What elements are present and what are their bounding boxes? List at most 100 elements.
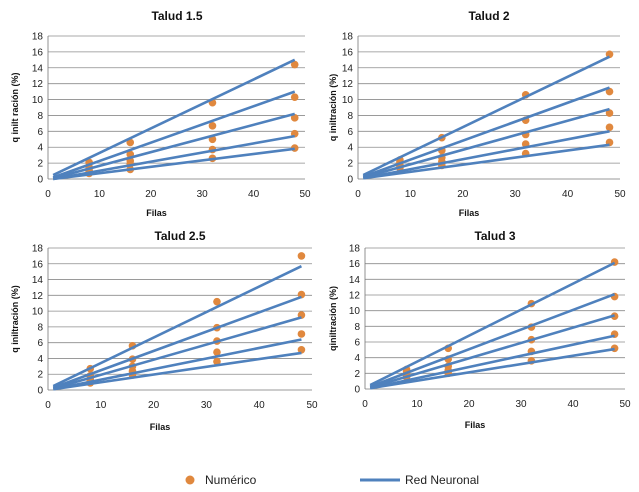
- x-axis-label: Filas: [150, 422, 171, 432]
- network-line: [53, 338, 302, 391]
- data-point: [208, 121, 217, 130]
- x-tick-label: 10: [95, 400, 107, 411]
- y-tick-label: 2: [347, 159, 353, 170]
- y-tick-label: 2: [37, 370, 43, 381]
- y-tick-label: 12: [342, 79, 354, 90]
- legend-lines-label: Red Neuronal: [405, 473, 479, 487]
- network-line: [369, 314, 615, 389]
- y-tick-label: 4: [37, 143, 43, 154]
- y-tick-label: 2: [37, 159, 43, 170]
- x-tick-label: 20: [148, 400, 160, 411]
- x-tick-label: 10: [94, 189, 106, 200]
- y-tick-label: 14: [32, 63, 44, 74]
- network-line: [52, 112, 296, 180]
- y-tick-label: 10: [342, 95, 354, 106]
- y-tick-label: 18: [342, 32, 354, 43]
- chart-panel-2: 0 2 4 6 8 10 12 14 16 18 0 10 20 30 40 50 Talud 2 Filas q …: [328, 9, 626, 218]
- x-tick-label: 50: [306, 400, 318, 411]
- legend-points-marker: [185, 475, 195, 485]
- data-point: [213, 357, 221, 366]
- x-tick-label: 30: [197, 189, 209, 200]
- chart-title: Talud 3: [474, 229, 515, 243]
- data-point: [213, 348, 221, 356]
- x-tick-label: 50: [299, 189, 311, 200]
- x-tick-label: 30: [201, 400, 213, 411]
- y-tick-label: 4: [347, 143, 353, 154]
- x-tick-label: 0: [355, 189, 361, 200]
- y-tick-label: 18: [32, 32, 44, 43]
- x-tick-label: 30: [510, 189, 522, 200]
- x-axis-label: Filas: [146, 208, 167, 218]
- x-tick-label: 50: [619, 399, 631, 410]
- x-tick-label: 40: [562, 189, 574, 200]
- y-tick-label: 16: [342, 47, 354, 58]
- y-axis-label: q iniltración (%): [10, 285, 20, 353]
- network-line: [52, 90, 296, 179]
- y-tick-label: 14: [349, 275, 361, 286]
- network-line: [369, 347, 615, 390]
- y-tick-label: 16: [349, 259, 361, 270]
- y-tick-label: 18: [32, 244, 44, 255]
- data-point: [290, 93, 299, 101]
- x-tick-label: 50: [614, 189, 626, 200]
- y-tick-label: 0: [37, 386, 43, 397]
- y-tick-label: 12: [349, 291, 361, 302]
- legend: Numérico Red Neuronal: [185, 473, 479, 487]
- x-tick-label: 10: [411, 399, 423, 410]
- network-line: [369, 334, 615, 390]
- network-line: [369, 261, 616, 387]
- y-tick-label: 6: [347, 127, 353, 138]
- data-point: [297, 330, 306, 338]
- network-line: [52, 316, 302, 390]
- y-tick-label: 2: [354, 369, 360, 380]
- x-axis-label: Filas: [459, 208, 480, 218]
- network-line: [362, 86, 610, 178]
- y-tick-label: 0: [37, 175, 43, 186]
- y-tick-label: 0: [347, 175, 353, 186]
- data-point: [297, 345, 306, 354]
- chart-title: Talud 2: [468, 9, 509, 23]
- legend-points-label: Numérico: [205, 473, 257, 487]
- y-tick-label: 8: [347, 111, 353, 122]
- network-line: [52, 295, 302, 389]
- x-tick-label: 40: [248, 189, 260, 200]
- data-point: [605, 109, 614, 117]
- x-tick-label: 20: [457, 189, 469, 200]
- y-tick-label: 12: [32, 79, 44, 90]
- y-tick-label: 8: [37, 322, 43, 333]
- x-tick-label: 20: [463, 399, 475, 410]
- y-axis-label: qiniltración (%): [328, 286, 338, 351]
- network-line: [362, 55, 611, 177]
- y-tick-label: 18: [349, 244, 361, 255]
- chart-title: Talud 1.5: [151, 9, 202, 23]
- y-tick-label: 6: [37, 338, 43, 349]
- x-tick-label: 10: [405, 189, 417, 200]
- network-line: [52, 264, 303, 388]
- data-point: [290, 60, 299, 69]
- chart-title: Talud 2.5: [154, 229, 205, 243]
- y-tick-label: 8: [354, 322, 360, 333]
- chart-panel-3: 0 2 4 6 8 10 12 14 16 18 0 10 20 30 40 50 Talud 2.5 Filas…: [10, 229, 318, 432]
- network-line: [53, 351, 302, 391]
- y-tick-label: 16: [32, 47, 44, 58]
- data-point: [213, 297, 221, 306]
- network-line: [363, 143, 610, 180]
- y-tick-label: 10: [32, 307, 44, 318]
- y-tick-label: 4: [354, 353, 360, 364]
- x-axis-label: Filas: [465, 420, 486, 430]
- x-tick-label: 0: [362, 399, 368, 410]
- chart-panel-4: 0 2 4 6 8 10 12 14 16 18 0 10 20 30 40 50 Talud 3 Filas qi…: [328, 229, 631, 430]
- y-tick-label: 16: [32, 259, 44, 270]
- network-line: [369, 293, 616, 388]
- x-tick-label: 40: [567, 399, 579, 410]
- network-line: [52, 58, 296, 177]
- y-tick-label: 6: [354, 338, 360, 349]
- y-tick-label: 10: [349, 306, 361, 317]
- data-point: [297, 252, 306, 260]
- x-tick-label: 40: [254, 400, 266, 411]
- network-line: [52, 134, 295, 181]
- y-axis-label: q inilt ración (%): [10, 72, 20, 142]
- y-tick-label: 6: [37, 127, 43, 138]
- y-tick-label: 10: [32, 95, 44, 106]
